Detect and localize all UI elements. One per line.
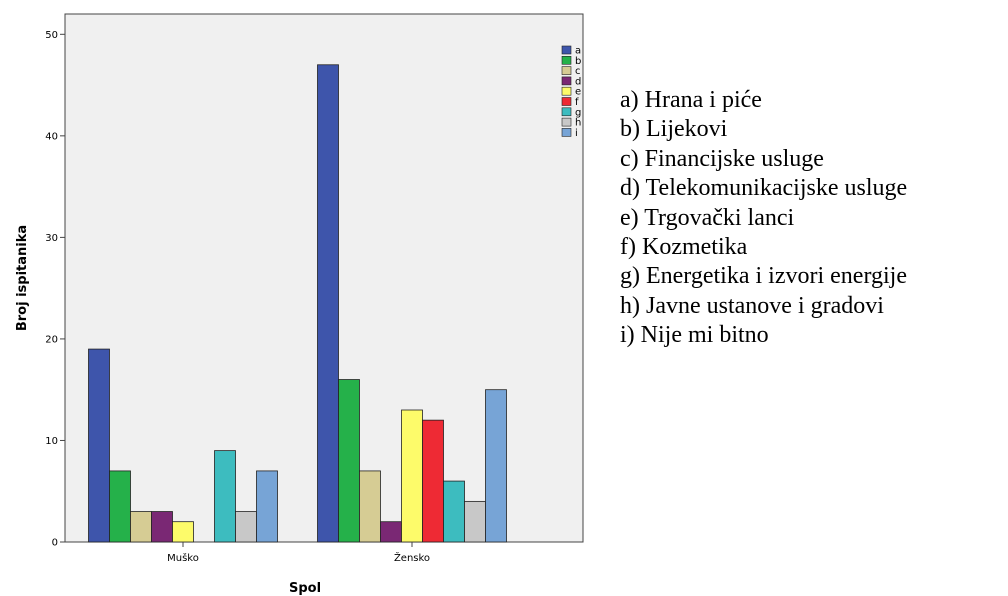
legend-label-i: i [575, 128, 578, 139]
bar-i-musko [256, 470, 278, 543]
y-tick-label: 10 [45, 436, 58, 447]
bar-g-musko [214, 450, 236, 543]
legend-label-b: b [575, 56, 581, 67]
bar-i-zensko [485, 389, 507, 543]
legend-label-h: h [575, 118, 581, 129]
key-item-i: i) Nije mi bitno [620, 322, 769, 349]
legend-swatch-e [561, 86, 572, 96]
y-axis-title: Broj ispitanika [15, 225, 30, 331]
x-tick-label: Muško [167, 552, 199, 564]
y-axis: 0 10 20 30 40 50 [45, 30, 65, 549]
bar-b-zensko [338, 379, 360, 543]
key-item-d: d) Telekomunikacijske usluge [620, 175, 908, 202]
bar-c-musko [130, 511, 152, 543]
y-tick-label: 20 [45, 334, 58, 345]
key-item-a: a) Hrana i piće [620, 87, 762, 113]
bar-e-zensko [401, 409, 423, 543]
legend-swatch-d [561, 76, 572, 86]
legend-label-g: g [575, 107, 581, 118]
bar-h-musko [235, 511, 257, 543]
key-item-e: e) Trgovački lanci [620, 204, 795, 231]
bars [88, 64, 507, 543]
bar-f-zensko [422, 419, 444, 543]
legend-label-d: d [575, 76, 581, 87]
bar-b-musko [109, 470, 131, 543]
bar-a-musko [88, 348, 110, 543]
bar-a-zensko [317, 64, 339, 543]
bar-e-musko [172, 521, 194, 543]
x-axis-title: Spol [289, 581, 321, 596]
bar-h-zensko [464, 500, 486, 543]
legend-swatch-b [561, 55, 572, 65]
bar-d-zensko [380, 521, 402, 543]
x-tick-label: Žensko [394, 551, 430, 564]
legend-label-c: c [575, 66, 581, 77]
legend-swatch-i [561, 128, 572, 137]
y-tick-label: 30 [45, 233, 58, 244]
key-item-f: f) Kozmetika [620, 234, 748, 261]
key-item-g: g) Energetika i izvori energije [620, 263, 908, 290]
bar-c-zensko [359, 470, 381, 543]
bar-g-zensko [443, 480, 465, 543]
legend-swatch-g [561, 107, 572, 117]
key-item-b: b) Lijekovi [620, 116, 728, 143]
legend-label-a: a [575, 46, 581, 57]
bar-d-musko [151, 511, 173, 543]
legend-swatch-h [561, 117, 572, 127]
x-axis: Muško Žensko [167, 542, 430, 564]
key-item-c: c) Financijske usluge [620, 145, 824, 172]
legend-label-f: f [575, 97, 579, 108]
key-item-h: h) Javne ustanove i gradovi [620, 292, 884, 319]
legend-swatch-c [561, 66, 572, 75]
legend-swatch-a [561, 45, 572, 55]
category-key: a) Hrana i piće b) Lijekovi c) Financijs… [620, 86, 907, 351]
y-tick-label: 0 [52, 538, 58, 549]
legend-label-e: e [575, 87, 581, 98]
legend-swatch-f [561, 97, 572, 106]
y-tick-label: 50 [45, 30, 58, 41]
y-tick-label: 40 [45, 131, 58, 142]
